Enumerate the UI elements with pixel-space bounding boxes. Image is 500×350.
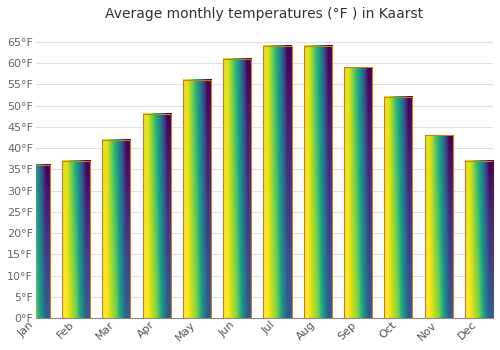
Bar [264,46,291,318]
Bar [62,161,90,318]
Title: Average monthly temperatures (°F ) in Kaarst: Average monthly temperatures (°F ) in Ka… [106,7,424,21]
Bar [102,140,130,318]
Bar [223,59,252,318]
Bar [142,114,171,318]
Bar [465,161,493,318]
Bar [344,67,372,318]
Bar [304,46,332,318]
Bar [384,97,412,318]
Bar [424,135,453,318]
Bar [183,80,211,318]
Bar [22,165,50,318]
